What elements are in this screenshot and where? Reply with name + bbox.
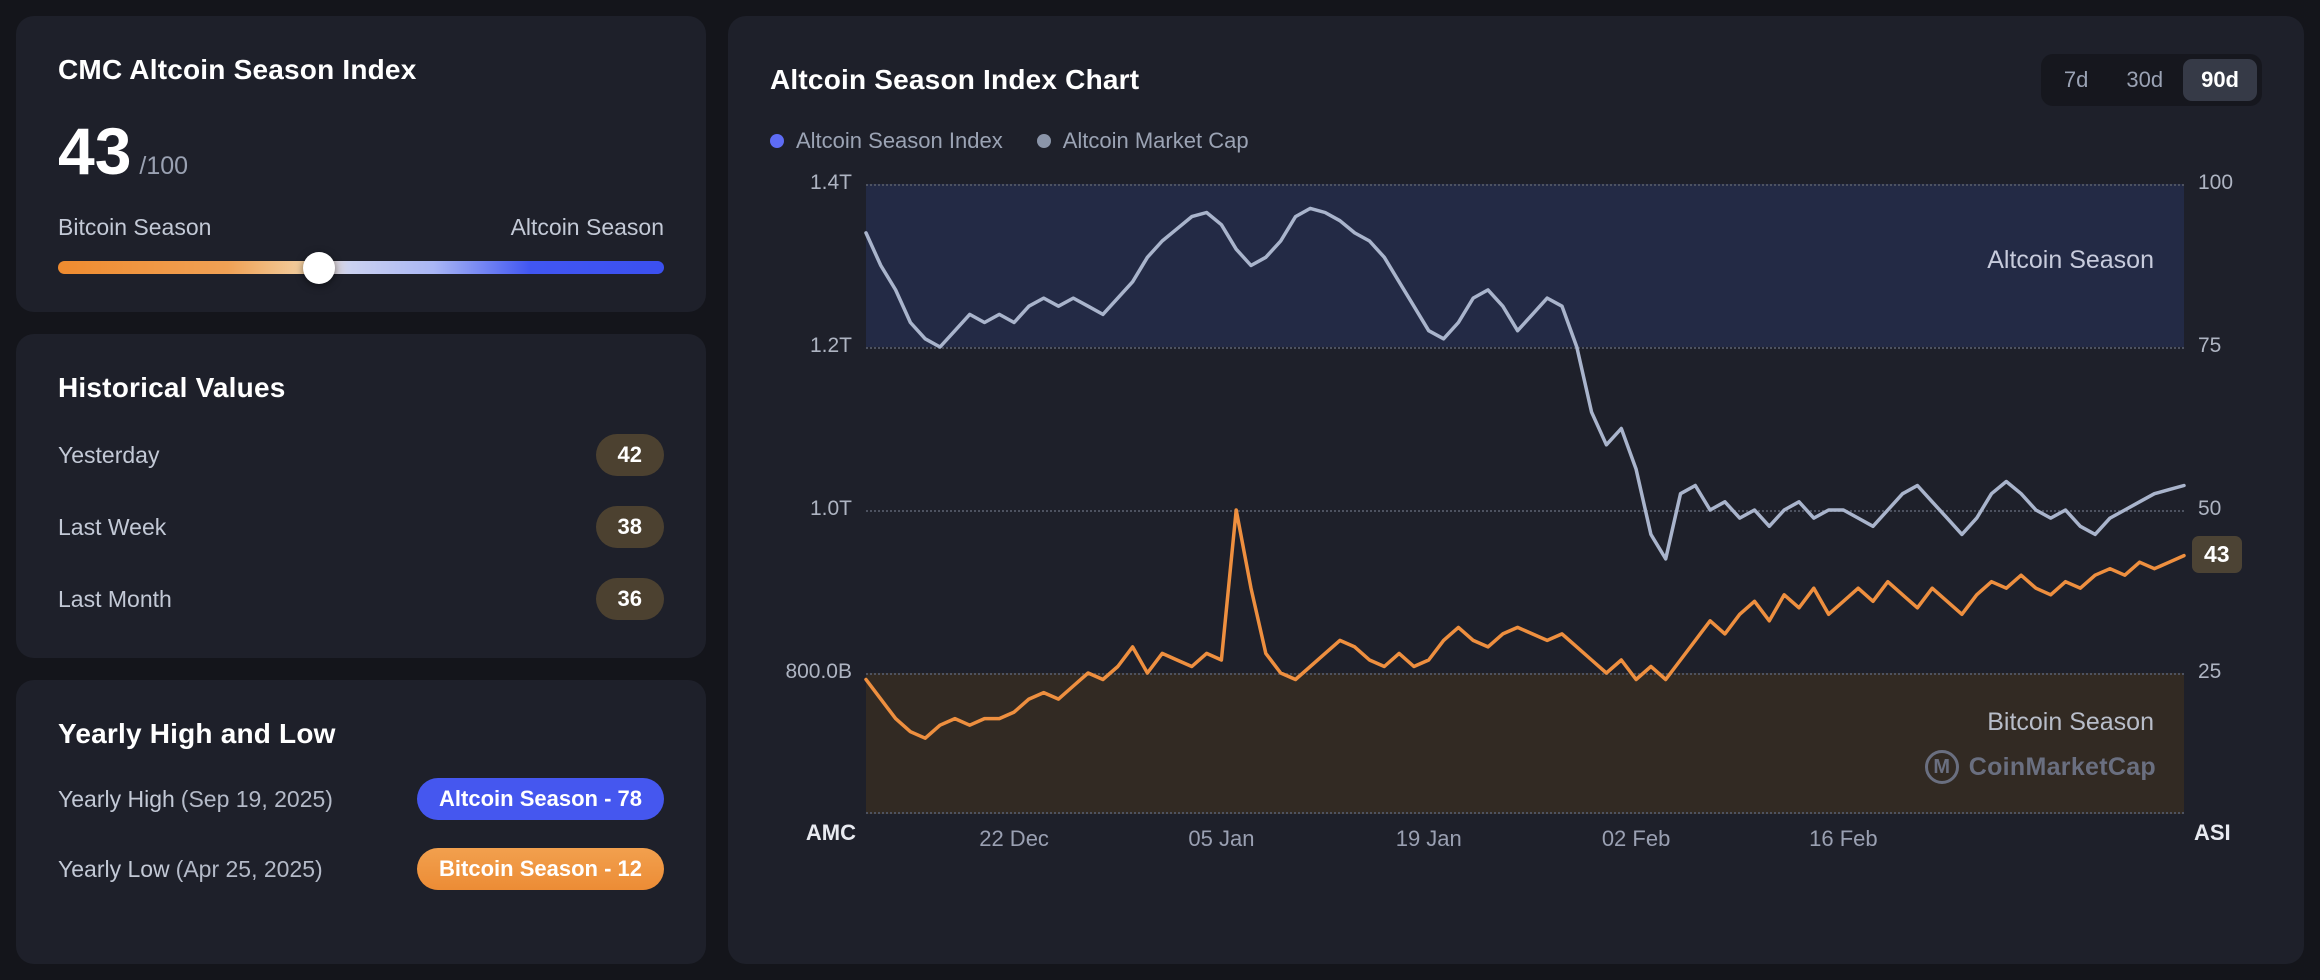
historical-title: Historical Values (58, 372, 286, 403)
historical-row-label: Yesterday (58, 441, 160, 468)
yearly-low-label-text: Yearly Low (58, 855, 170, 882)
gridline (866, 812, 2184, 814)
left-axis-tick: 1.2T (809, 334, 852, 357)
legend-label: Altcoin Market Cap (1062, 128, 1249, 153)
right-axis-tick: 25 (2198, 660, 2222, 683)
yearly-low-date: (Apr 25, 2025) (175, 855, 323, 882)
index-value-row: 43 /100 (58, 118, 664, 184)
yearly-low-label: Yearly Low (Apr 25, 2025) (58, 856, 323, 883)
chart-legend: Altcoin Season Index Altcoin Market Cap (770, 128, 2262, 154)
gridline (866, 184, 2184, 186)
historical-row-value-badge: 38 (595, 506, 664, 548)
left-axis-tick: 800.0B (785, 660, 852, 683)
historical-row: Last Week 38 (58, 506, 664, 548)
historical-row-label: Last Month (58, 585, 172, 612)
slider-knob (302, 251, 335, 284)
left-axis-title: AMC (805, 820, 856, 845)
legend-dot-gray-icon (1036, 134, 1051, 148)
legend-item-altcoin-market-cap[interactable]: Altcoin Market Cap (1036, 128, 1249, 154)
index-max: /100 (139, 152, 189, 180)
index-value: 43 (58, 114, 132, 188)
index-card: CMC Altcoin Season Index 43 /100 Bitcoin… (16, 16, 706, 312)
historical-row-value-badge: 42 (595, 434, 664, 476)
right-axis: 100 75 50 25 43 (2184, 171, 2262, 814)
yearly-high-row: Yearly High (Sep 19, 2025) Altcoin Season… (58, 778, 664, 820)
range-button-30d[interactable]: 30d (2108, 59, 2181, 101)
range-button-90d[interactable]: 90d (2183, 59, 2257, 101)
altcoin-season-label: Altcoin Season (510, 214, 664, 240)
historical-row-label: Last Week (58, 513, 167, 540)
x-tick-label: 02 Feb (1601, 826, 1671, 851)
left-column: CMC Altcoin Season Index 43 /100 Bitcoin… (16, 16, 706, 964)
bitcoin-season-zone-label: Bitcoin Season (1987, 708, 2154, 736)
bitcoin-season-label: Bitcoin Season (58, 214, 212, 240)
gridline (866, 510, 2184, 512)
chart-card: Altcoin Season Index Chart 7d 30d 90d Al… (728, 16, 2304, 964)
altcoin-season-zone-label: Altcoin Season (1987, 246, 2154, 274)
yearly-high-label: Yearly High (Sep 19, 2025) (58, 786, 333, 813)
watermark-text: CoinMarketCap (1968, 752, 2156, 781)
x-tick-label: 16 Feb (1809, 826, 1878, 851)
current-value-badge: 43 (2192, 535, 2242, 574)
x-tick-label: 22 Dec (979, 826, 1049, 851)
season-gauge (58, 251, 664, 284)
right-axis-tick: 50 (2198, 497, 2222, 520)
x-tick-label: 05 Jan (1188, 826, 1255, 851)
index-card-title: CMC Altcoin Season Index (58, 54, 417, 85)
yearly-high-badge: Altcoin Season - 78 (417, 778, 664, 820)
chart-title: Altcoin Season Index Chart (770, 64, 1140, 95)
right-axis-tick: 75 (2198, 334, 2222, 357)
yearly-low-badge: Bitcoin Season - 12 (417, 848, 664, 890)
bitcoin-season-band (866, 673, 2184, 814)
historical-row-value-badge: 36 (595, 578, 664, 620)
gridline (866, 347, 2184, 349)
altcoin-season-band (866, 184, 2184, 347)
slider-labels: Bitcoin Season Altcoin Season (58, 214, 664, 241)
legend-dot-blue-icon (770, 134, 784, 148)
left-axis-tick: 1.0T (809, 497, 852, 520)
yearly-high-label-text: Yearly High (58, 785, 175, 812)
chart-plot[interactable]: Altcoin Season Bitcoin Season M CoinMark… (864, 184, 2186, 814)
chart-grid: 1.4T 1.2T 1.0T 800.0B Altcoin Season Bit… (770, 171, 2262, 860)
range-selector: 7d 30d 90d (2040, 54, 2262, 106)
chart-header: Altcoin Season Index Chart 7d 30d 90d (770, 54, 2262, 106)
left-axis: 1.4T 1.2T 1.0T 800.0B (770, 171, 866, 814)
historical-card: Historical Values Yesterday 42 Last Week… (16, 334, 706, 658)
historical-row: Last Month 36 (58, 578, 664, 620)
x-tick-label: 19 Jan (1395, 826, 1462, 851)
x-axis-labels: 22 Dec 05 Jan 19 Jan 02 Feb 16 Feb (866, 814, 2184, 860)
range-button-7d[interactable]: 7d (2046, 59, 2106, 101)
legend-item-altcoin-season-index[interactable]: Altcoin Season Index (770, 128, 1003, 154)
coinmarketcap-logo-icon: M (1924, 750, 1959, 784)
yearly-high-date: (Sep 19, 2025) (180, 785, 333, 812)
right-axis-tick: 100 (2198, 171, 2234, 194)
chart-lines (864, 206, 2186, 740)
watermark: M CoinMarketCap (1924, 750, 2156, 784)
yearly-title: Yearly High and Low (58, 718, 336, 749)
gridline (866, 673, 2184, 675)
historical-row: Yesterday 42 (58, 434, 664, 476)
left-axis-tick: 1.4T (809, 171, 852, 194)
right-axis-title: ASI (2194, 820, 2231, 845)
legend-label: Altcoin Season Index (796, 128, 1003, 153)
yearly-low-row: Yearly Low (Apr 25, 2025) Bitcoin Season … (58, 848, 664, 890)
yearly-card: Yearly High and Low Yearly High (Sep 19, … (16, 680, 706, 964)
